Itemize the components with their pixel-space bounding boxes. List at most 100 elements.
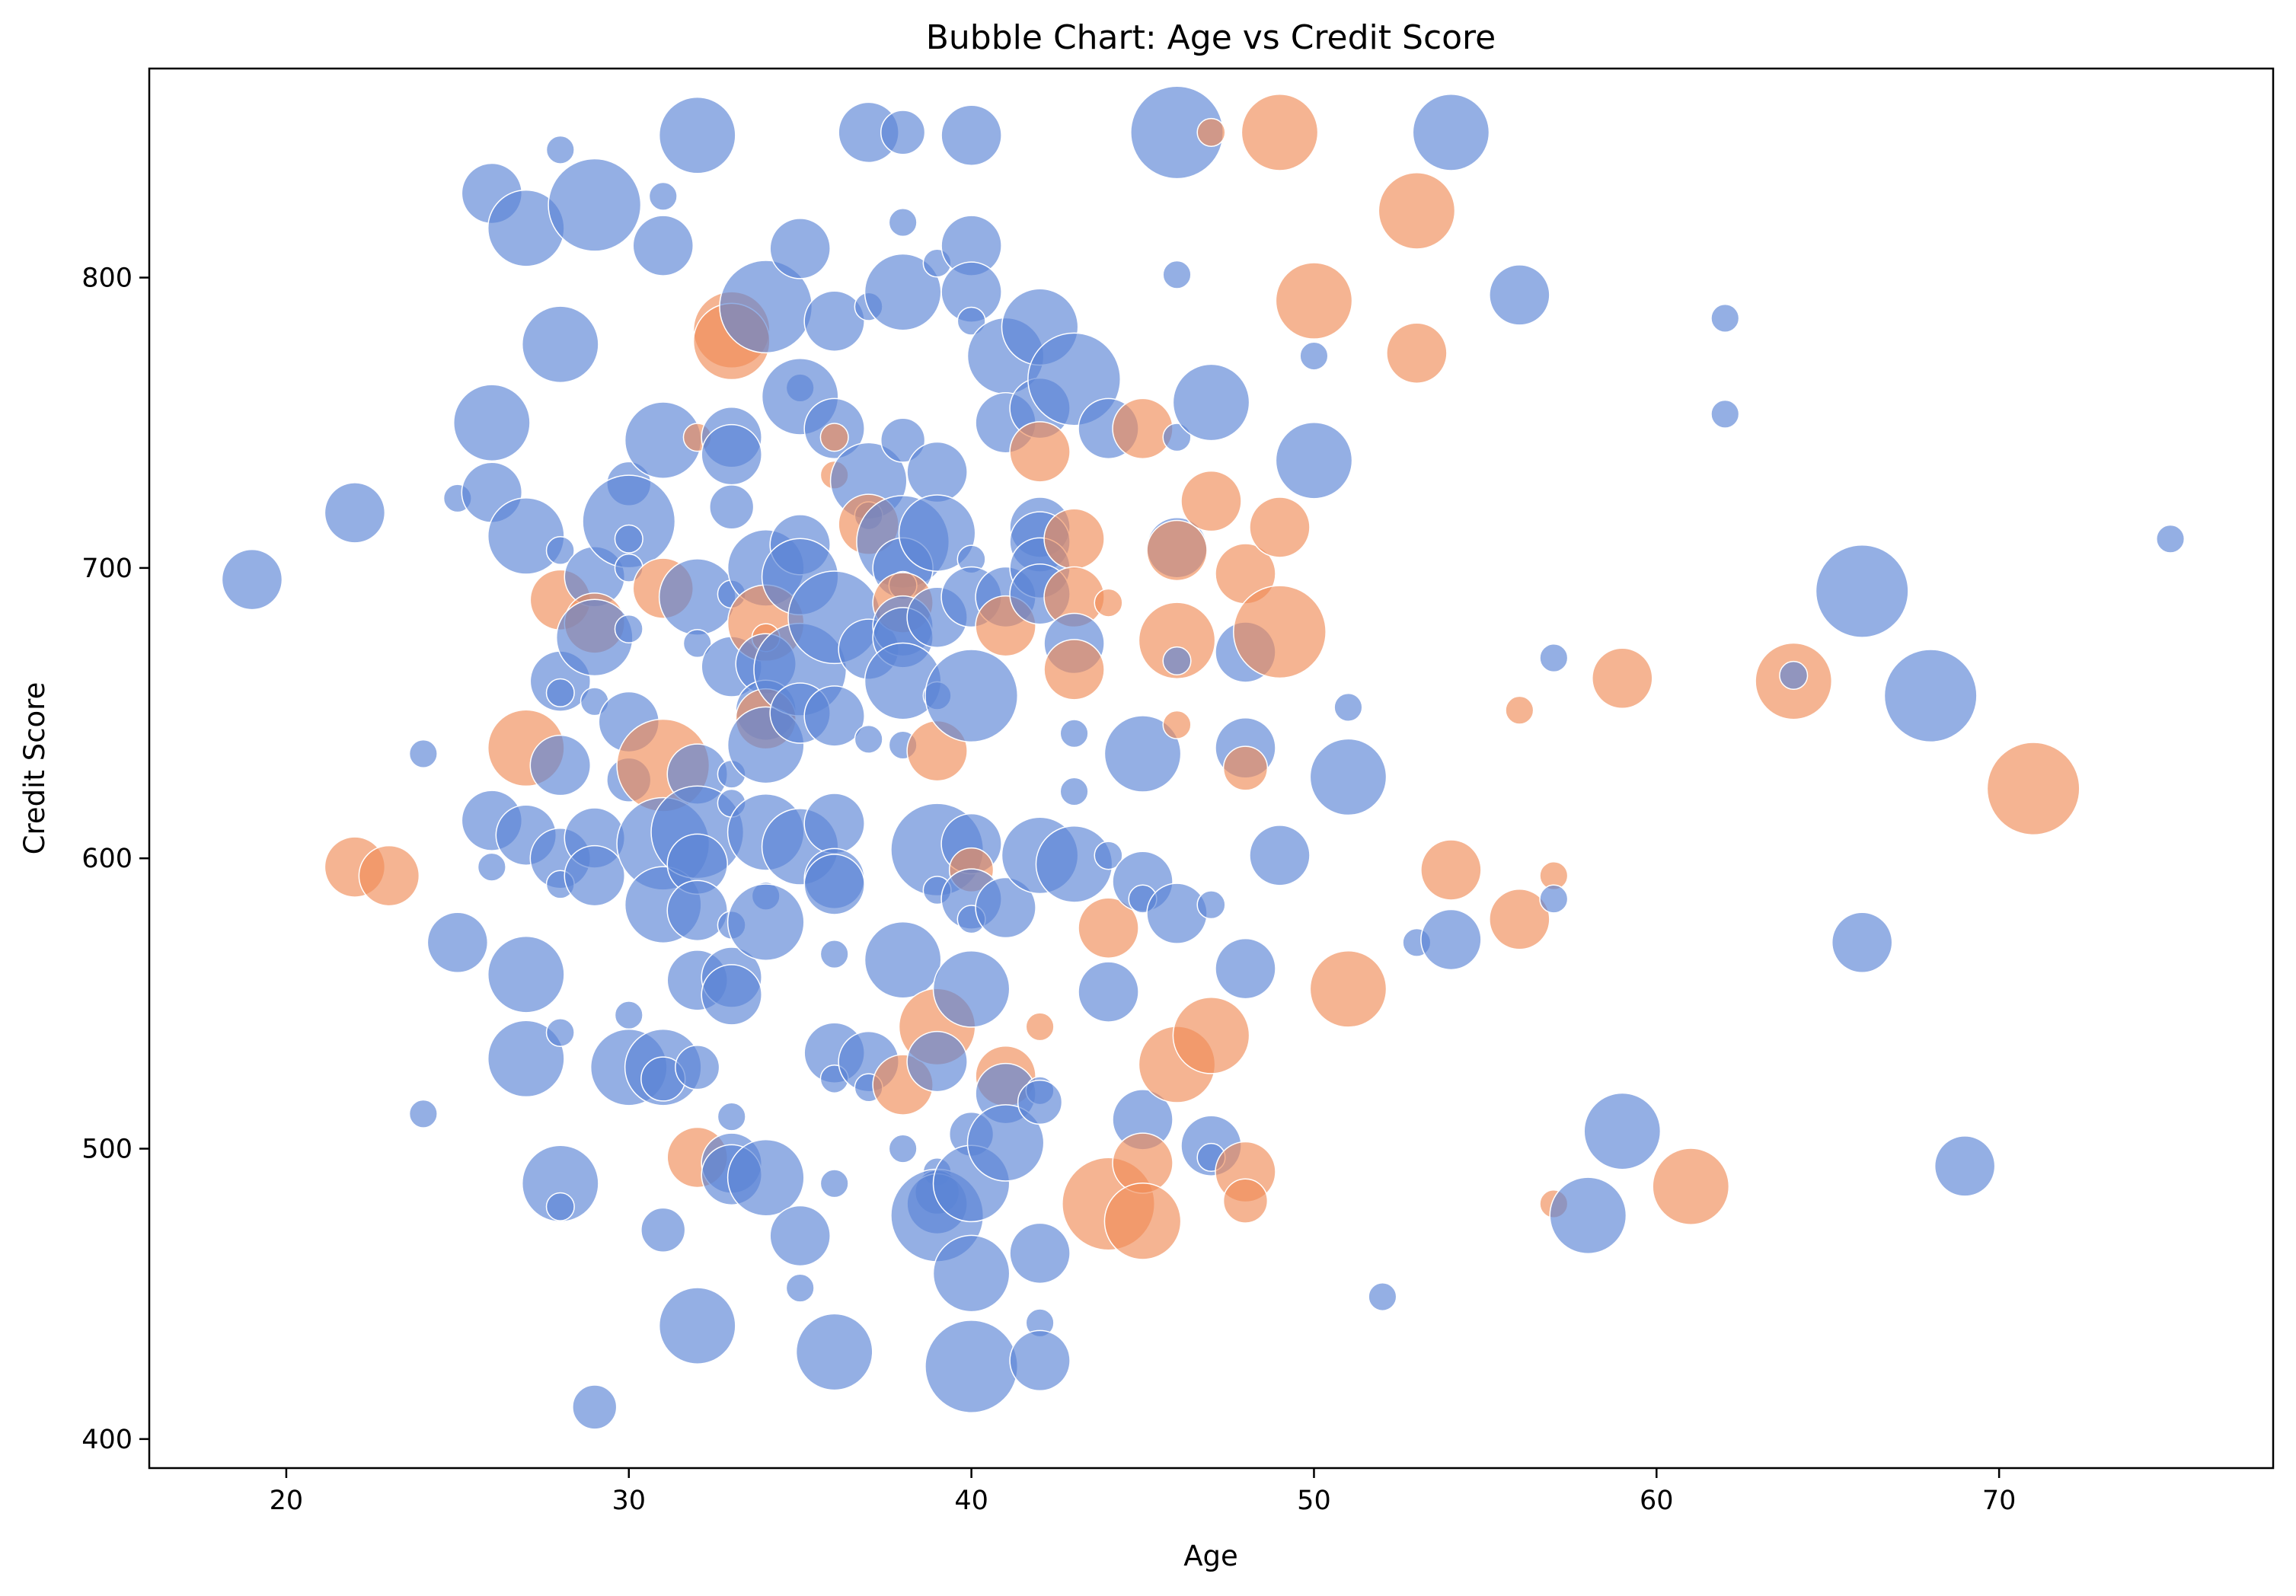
bubble-blue (1583, 1092, 1662, 1170)
y-tick-label: 600 (81, 844, 133, 874)
bubble-orange (1196, 117, 1226, 147)
bubble-blue (906, 441, 968, 503)
bubble-blue (1420, 908, 1482, 971)
bubble-blue (1368, 1282, 1397, 1312)
bubble-orange (1505, 695, 1534, 725)
bubble-blue (819, 1169, 849, 1199)
bubble-blue (1549, 1176, 1627, 1255)
bubble-orange (1986, 742, 2080, 836)
bubble-blue (666, 879, 728, 942)
bubble-blue (1275, 421, 1353, 500)
bubble-blue (880, 110, 926, 155)
bubble-blue (487, 1020, 565, 1098)
bubble-blue (975, 876, 1036, 939)
bubble-orange (1222, 745, 1269, 791)
bubble-blue (1059, 777, 1089, 806)
bubble-orange (1386, 322, 1448, 384)
bubble-blue (1815, 544, 1909, 638)
bubble-blue (1162, 260, 1192, 289)
bubble-blue (1172, 363, 1250, 442)
bubble-blue (564, 844, 626, 907)
bubble-orange (1078, 897, 1139, 959)
bubble-blue (1539, 643, 1569, 673)
bubble-blue (545, 678, 575, 707)
bubble-blue (888, 208, 918, 238)
bubble-blue (1883, 649, 1978, 743)
plot-frame (148, 67, 2275, 1470)
bubble-blue (1162, 423, 1192, 452)
bubble-orange (1489, 889, 1550, 950)
bubbles-layer (221, 85, 2186, 1430)
bubble-blue (324, 482, 386, 544)
bubble-blue (1059, 719, 1089, 749)
bubble-blue (1009, 1329, 1071, 1392)
bubble-blue (545, 135, 575, 164)
chart-title: Bubble Chart: Age vs Credit Score (926, 18, 1496, 57)
bubble-blue (1779, 660, 1809, 691)
bubble-blue (880, 417, 926, 463)
bubble-blue (819, 939, 849, 969)
bubble-blue (1009, 1222, 1071, 1285)
bubble-blue (1309, 738, 1387, 816)
bubble-orange (1094, 588, 1123, 618)
bubble-blue (658, 96, 736, 174)
bubble-blue (701, 423, 762, 486)
bubble-blue (1146, 883, 1208, 944)
bubble-blue (898, 494, 976, 572)
bubble-blue (529, 734, 592, 796)
bubble-orange (1241, 94, 1319, 171)
bubble-blue (1215, 937, 1276, 1000)
y-tick-label: 700 (81, 554, 133, 584)
bubble-blue (545, 1017, 575, 1048)
x-tick-label: 70 (1982, 1486, 2017, 1516)
bubble-blue (675, 1045, 720, 1090)
bubble-blue (521, 1144, 599, 1223)
x-axis-label: Age (1183, 1540, 1238, 1572)
bubble-blue (1831, 911, 1893, 974)
bubble-orange (1378, 172, 1456, 250)
bubble-blue (1710, 303, 1740, 333)
bubble-blue (956, 306, 986, 336)
bubble-blue (1249, 825, 1311, 886)
bubble-blue (1934, 1135, 1996, 1197)
bubble-blue (1333, 692, 1363, 722)
bubble-blue (1162, 646, 1192, 675)
y-axis: 400 500 600 700 800 (81, 263, 149, 1455)
bubble-orange (1103, 1183, 1182, 1260)
bubble-blue (803, 854, 865, 915)
bubble-blue (572, 1384, 618, 1430)
bubble-blue (640, 1207, 686, 1253)
bubble-blue (545, 1192, 575, 1221)
bubble-blue (932, 1234, 1011, 1313)
x-tick-label: 20 (270, 1486, 304, 1516)
bubble-blue (614, 524, 643, 554)
bubble-blue (726, 1138, 805, 1217)
y-tick-label: 800 (81, 263, 133, 294)
bubble-blue (521, 305, 599, 384)
bubble-blue (452, 384, 531, 462)
bubble-blue (795, 1313, 873, 1391)
bubble-orange (1112, 397, 1174, 460)
bubble-blue (717, 1102, 746, 1132)
bubble-blue (769, 1205, 831, 1267)
bubble-orange (1222, 1178, 1269, 1224)
bubble-blue (548, 158, 642, 252)
bubble-orange (1420, 839, 1482, 901)
bubble-blue (1489, 264, 1550, 326)
bubble-blue (803, 290, 865, 353)
bubble-orange (1275, 262, 1353, 340)
bubble-blue (1412, 94, 1490, 171)
bubble-orange (1180, 470, 1242, 532)
bubble-orange (819, 423, 849, 452)
bubble-blue (1094, 841, 1123, 870)
bubble-blue (1196, 890, 1226, 920)
bubble-blue (614, 614, 643, 644)
y-tick-label: 500 (81, 1135, 133, 1165)
bubble-blue (221, 548, 283, 611)
bubble-blue (2155, 524, 2186, 554)
x-axis: 20 30 40 50 60 70 (270, 1468, 2017, 1516)
x-tick-label: 30 (612, 1486, 647, 1516)
bubble-blue (648, 181, 678, 211)
bubble-blue (408, 739, 438, 768)
bubble-blue (906, 1030, 968, 1093)
